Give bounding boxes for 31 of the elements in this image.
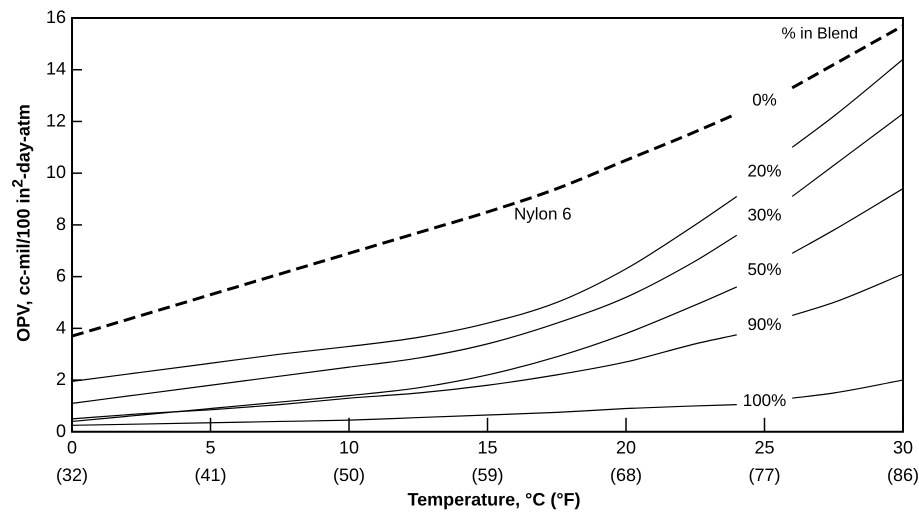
legend-title: % in Blend — [781, 25, 858, 42]
annotation: Nylon 6 — [514, 204, 572, 224]
x-tick-label: 25 — [754, 438, 775, 458]
series-label: 90% — [747, 314, 782, 334]
y-tick-label: 6 — [56, 266, 66, 286]
x-tick-label: 15 — [477, 438, 498, 458]
y-tick-label: 14 — [46, 58, 66, 79]
series-label: 50% — [747, 260, 782, 279]
x-tick-label: 10 — [338, 438, 360, 458]
x-tick-label: 30 — [892, 438, 914, 458]
y-tick-label: 0 — [56, 420, 66, 441]
x2-tick-label: (59) — [472, 465, 504, 486]
x-axis-title: Temperature, °C (°F) — [407, 490, 581, 510]
y-tick-label: 8 — [56, 214, 66, 234]
y-tick-label: 12 — [46, 110, 66, 130]
y-tick-label: 16 — [46, 6, 66, 27]
series-label: 0% — [752, 90, 777, 110]
x2-tick-label: (41) — [194, 465, 227, 486]
series-label: 30% — [747, 206, 782, 225]
x-tick-label: 5 — [206, 438, 216, 458]
x2-tick-label: (86) — [886, 465, 919, 486]
y-tick-label: 4 — [56, 317, 66, 338]
x-tick-label: 20 — [616, 438, 636, 458]
series-label: 100% — [742, 391, 786, 410]
x2-tick-label: (32) — [56, 465, 88, 486]
y-tick-label: 2 — [56, 369, 66, 390]
x2-tick-label: (50) — [333, 465, 366, 486]
series-label: 20% — [747, 162, 782, 181]
x2-tick-label: (68) — [610, 465, 642, 486]
x2-tick-label: (77) — [748, 465, 780, 486]
y-tick-label: 10 — [46, 162, 66, 182]
